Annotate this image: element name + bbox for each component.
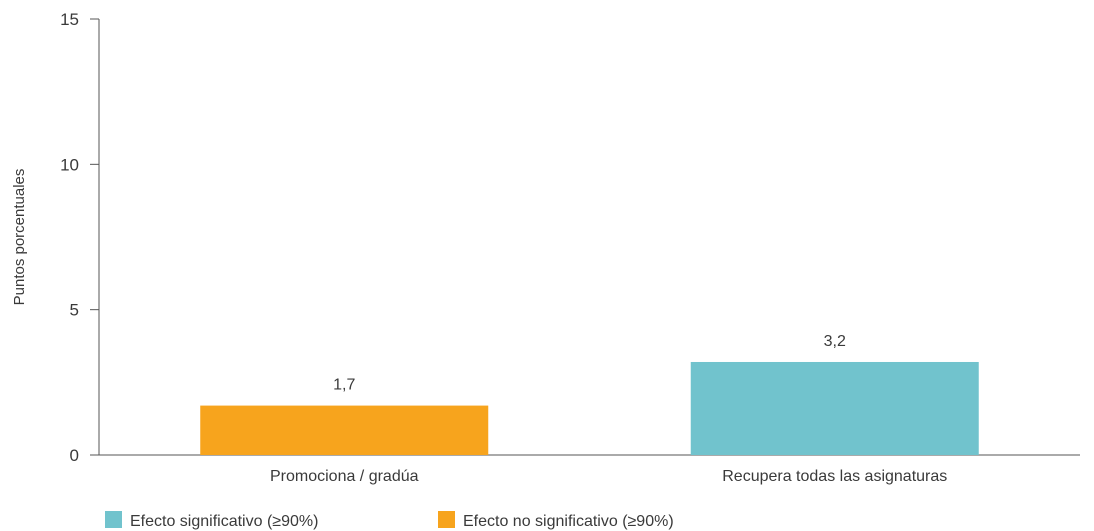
y-tick-label: 15 [60,10,79,29]
bar [200,405,489,455]
y-tick-label: 5 [70,301,79,320]
bar-value-label: 1,7 [333,377,355,394]
legend-swatch [105,511,122,528]
legend: Efecto significativo (≥90%) Efecto no sig… [105,511,674,530]
x-category-label: Promociona / gradúa [270,468,419,485]
x-category-label: Recupera todas las asignaturas [722,468,947,485]
x-axis-labels: Promociona / gradúa Recupera todas las as… [270,468,947,485]
legend-label: Efecto no significativo (≥90%) [463,513,674,530]
y-axis-title: Puntos porcentuales [11,169,28,306]
bar-value-label: 3,2 [824,333,846,350]
y-axis-ticks: 0 5 10 15 [60,10,99,465]
bar [690,361,979,455]
data-labels: 1,7 3,2 [333,333,846,394]
y-tick-label: 10 [60,155,79,174]
legend-label: Efecto significativo (≥90%) [130,513,318,530]
bars [200,361,979,455]
legend-swatch [438,511,455,528]
y-tick-label: 0 [70,446,79,465]
